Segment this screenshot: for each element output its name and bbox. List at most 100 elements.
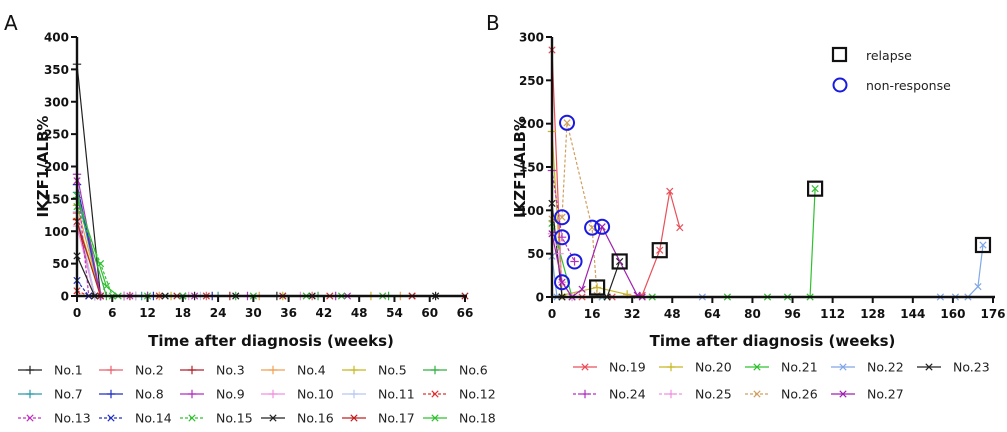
data-point-no-22 [979, 241, 987, 249]
x-axis-title: Time after diagnosis (weeks) [650, 332, 896, 350]
legend-marker-no-5 [349, 365, 359, 375]
y-tick-label: 400 [44, 31, 69, 45]
legend-label-no-4: No.4 [297, 363, 326, 378]
x-axis-title: Time after diagnosis (weeks) [148, 332, 394, 350]
non-response-marker [554, 274, 571, 291]
x-tick-label: 128 [860, 307, 885, 321]
data-point-no-27 [578, 285, 586, 293]
x-tick-label: 60 [421, 306, 438, 320]
y-tick-label: 150 [44, 192, 69, 206]
legend-marker-no-12 [431, 390, 439, 398]
legend-label-no-3: No.3 [216, 363, 245, 378]
x-tick-label: 64 [704, 307, 721, 321]
legend-label-no-13: No.13 [54, 411, 91, 426]
annotation-legend-label: non-response [866, 78, 951, 93]
x-tick-label: 96 [784, 307, 801, 321]
non-response-marker [554, 209, 571, 226]
legend-label-no-10: No.10 [297, 387, 334, 402]
y-tick-label: 300 [519, 31, 544, 45]
x-tick-label: 176 [980, 307, 1005, 321]
x-tick-label: 12 [139, 306, 156, 320]
legend-label-no-22: No.22 [867, 360, 904, 375]
legend-label-no-21: No.21 [781, 360, 818, 375]
legend-label-no-15: No.15 [216, 411, 253, 426]
data-point-no-24 [557, 233, 567, 242]
x-tick-label: 42 [316, 306, 333, 320]
data-point-no-22 [974, 282, 982, 291]
relapse-marker [974, 236, 992, 254]
legend-label-no-5: No.5 [378, 363, 407, 378]
legend-label-no-23: No.23 [953, 360, 990, 375]
y-tick-label: 150 [519, 161, 544, 175]
y-tick-label: 250 [44, 128, 69, 142]
legend-marker-no-14 [107, 414, 115, 422]
data-point-no-18 [102, 282, 111, 290]
series-line-no-15 [76, 206, 383, 297]
legend-label-no-7: No.7 [54, 387, 83, 402]
y-axis-title: IKZF1/ALB% [511, 116, 529, 218]
data-point-no-26 [558, 213, 566, 221]
non-response-marker [559, 114, 576, 131]
legend-marker-no-20 [666, 362, 676, 372]
relapse-legend-icon [831, 46, 848, 63]
x-tick-label: 54 [386, 306, 403, 320]
legend-marker-no-11 [349, 389, 359, 399]
legend-marker-no-6 [430, 365, 440, 375]
legend-marker-no-19 [581, 363, 589, 371]
legend-label-no-9: No.9 [216, 387, 245, 402]
y-tick-label: 50 [52, 257, 69, 271]
relapse-marker [589, 279, 606, 296]
y-tick-label: 50 [527, 247, 544, 261]
legend-marker-no-21 [753, 363, 761, 371]
panel-b-plot: 0 16 32 48 64 80 96 112 128 144 160 176 0 50 100 150 200… [511, 31, 1006, 402]
relapse-marker [806, 180, 824, 197]
non-response-marker [584, 219, 601, 236]
legend-marker-no-16 [269, 414, 277, 422]
x-tick-label: 160 [940, 307, 965, 321]
y-axis-title: IKZF1/ALB% [34, 116, 52, 218]
legend-marker-no-1 [25, 365, 35, 375]
x-tick-label: 6 [108, 306, 116, 320]
x-tick-label: 30 [245, 306, 262, 320]
legend-label-no-11: No.11 [378, 387, 415, 402]
non-response-legend-icon [832, 77, 848, 93]
panel-label-b: B [486, 11, 500, 35]
panel-label-a: A [4, 11, 18, 35]
data-point-no-19 [676, 224, 684, 232]
x-tick-label: 16 [584, 307, 601, 321]
legend-label-no-14: No.14 [135, 411, 172, 426]
y-tick-label: 200 [44, 160, 69, 174]
series-line-no-26 [551, 122, 598, 296]
series-line-no-9 [76, 174, 336, 297]
legend-label-no-1: No.1 [54, 363, 83, 378]
x-tick-label: 18 [174, 306, 191, 320]
legend-label-no-25: No.25 [695, 387, 732, 402]
series-line-no-17 [76, 221, 465, 297]
x-tick-label: 48 [351, 306, 368, 320]
series-line-no-4 [76, 205, 401, 297]
series-line-no-16 [76, 255, 436, 297]
legend-marker-no-18 [431, 414, 439, 422]
legend-marker-no-22 [839, 363, 847, 371]
legend-marker-no-13 [26, 414, 34, 422]
non-response-marker [594, 218, 611, 235]
legend-label-no-27: No.27 [867, 387, 904, 402]
x-tick-label: 144 [900, 307, 925, 321]
y-tick-label: 250 [519, 74, 544, 88]
series-line-no-13 [76, 180, 348, 297]
data-point-no-19 [666, 187, 674, 195]
legend-marker-no-8 [106, 389, 116, 399]
legend-label-no-20: No.20 [695, 360, 732, 375]
data-point-no-19 [656, 246, 664, 254]
y-tick-label: 0 [536, 291, 544, 305]
series-line-no-10 [76, 225, 301, 297]
legend-label-no-6: No.6 [459, 363, 488, 378]
data-point-no-24 [570, 257, 579, 266]
legend-label-no-18: No.18 [459, 411, 496, 426]
x-tick-label: 112 [820, 307, 845, 321]
y-tick-label: 0 [61, 290, 69, 304]
legend-marker-no-26 [753, 390, 761, 398]
x-tick-label: 0 [73, 306, 81, 320]
non-response-marker [566, 253, 583, 270]
y-tick-label: 100 [44, 225, 69, 239]
